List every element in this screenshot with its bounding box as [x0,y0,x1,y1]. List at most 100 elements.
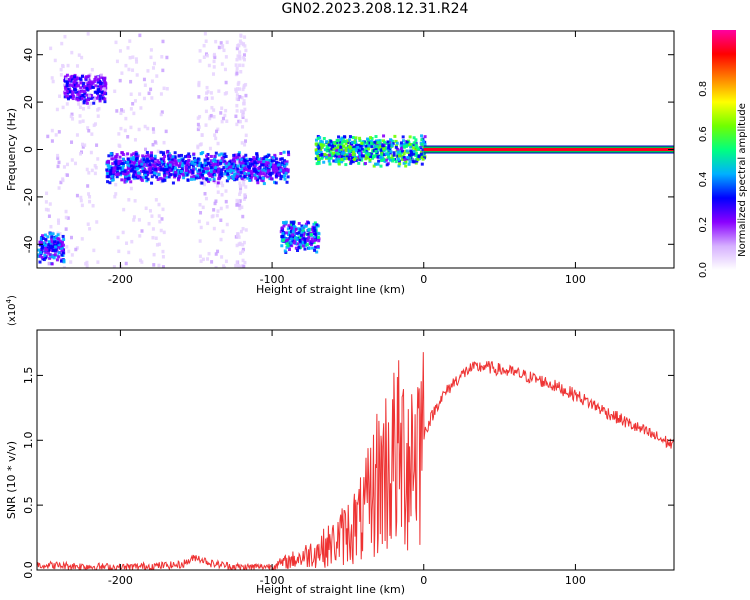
signal-cell [248,178,252,182]
signal-cell [60,253,64,257]
signal-cell [313,238,317,242]
signal-cell [209,166,213,170]
signal-cell [65,77,69,81]
signal-cell [361,154,365,158]
signal-cell [391,157,395,161]
signal-cell [184,166,188,170]
noise-cell [214,252,218,256]
noise-cell [242,56,246,60]
signal-cell [93,77,97,81]
signal-cell [174,166,178,170]
signal-cell [358,151,362,155]
signal-cell [399,148,403,152]
signal-cell [205,177,209,181]
noise-cell [220,119,224,124]
signal-cell [375,139,379,143]
signal-cell [223,152,227,156]
signal-cell [257,168,261,172]
noise-cell [65,245,69,249]
signal-cell [314,138,318,142]
noise-cell [155,243,159,247]
signal-cell [271,167,275,171]
signal-cell [318,146,322,150]
signal-cell [190,161,194,165]
signal-cell [273,166,277,170]
signal-cell [246,176,250,180]
noise-cell [234,263,238,268]
signal-cell [169,173,173,177]
signal-cell [271,163,275,167]
noise-cell [129,107,133,111]
noise-cell [114,182,118,187]
signal-cell [264,166,268,170]
signal-cell [195,161,199,165]
noise-cell [238,56,242,61]
signal-cell [177,159,181,163]
y-multiplier-close: ) [7,295,18,299]
signal-cell [386,140,390,144]
signal-cell [140,162,144,166]
signal-cell [367,144,371,148]
signal-cell [371,142,375,146]
signal-cell [150,154,154,158]
noise-cell [161,255,165,259]
signal-cell [354,159,358,163]
signal-cell [335,138,339,142]
signal-cell [212,177,216,181]
signal-cell [192,177,196,181]
signal-cell [62,259,66,263]
noise-cell [196,116,200,120]
noise-cell [161,249,165,254]
signal-cell [408,135,412,139]
signal-cell [353,157,357,161]
signal-cell [409,145,413,149]
signal-cell [131,157,135,161]
signal-cell [228,160,232,164]
noise-cell [118,49,122,53]
noise-cell [206,257,210,261]
noise-cell [75,193,79,198]
signal-cell [158,162,162,166]
signal-cell [129,180,133,184]
signal-cell [282,150,286,154]
noise-cell [165,87,169,91]
signal-cell [103,89,107,93]
noise-cell [234,87,238,92]
signal-cell [334,151,338,155]
signal-cell [362,150,366,154]
noise-cell [156,149,160,154]
signal-cell [229,168,233,172]
signal-cell [355,157,359,161]
signal-cell [286,243,290,247]
signal-cell [340,140,344,144]
signal-cell [118,173,122,177]
noise-cell [134,57,138,61]
noise-cell [242,57,246,62]
signal-cell [235,155,239,159]
signal-cell [146,177,150,181]
noise-cell [123,128,127,133]
signal-cell [191,171,195,175]
signal-cell [109,169,113,173]
signal-cell [414,148,418,152]
noise-cell [150,214,154,218]
signal-cell [296,249,300,253]
signal-cell [168,160,172,164]
signal-cell [126,152,130,156]
noise-cell [129,186,133,191]
signal-cell [242,166,246,170]
signal-cell [243,175,247,179]
signal-cell [306,232,310,236]
signal-cell [412,152,416,156]
noise-cell [212,52,216,57]
signal-cell [79,81,83,85]
signal-cell [291,227,295,231]
signal-cell [399,143,403,147]
signal-cell [88,94,92,98]
signal-cell [396,147,400,151]
noise-cell [220,106,224,110]
noise-cell [144,152,148,157]
signal-cell [49,246,53,250]
noise-cell [129,79,133,84]
signal-cell [339,138,343,142]
